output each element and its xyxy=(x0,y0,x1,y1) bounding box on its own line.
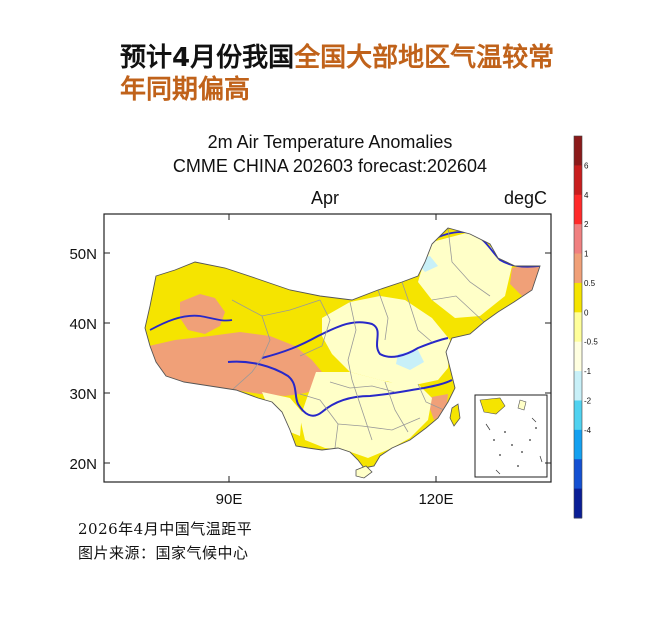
colorbar-frame xyxy=(573,135,583,519)
colorbar-segment xyxy=(574,165,582,196)
caption-line1: 2026年4月中国气温距平 xyxy=(78,520,253,538)
colorbar-tick-label: -2 xyxy=(584,396,592,405)
south-china-sea-inset xyxy=(474,394,548,478)
province-borders xyxy=(231,228,491,449)
colorbar-segment xyxy=(574,282,582,313)
headline-part1: 预计4月份我国 xyxy=(120,43,295,73)
colorbar-segment xyxy=(574,459,582,490)
colorbar-segment xyxy=(574,224,582,255)
yellow-river xyxy=(261,321,449,359)
taiwan-island xyxy=(449,403,461,427)
central-normal-area xyxy=(300,372,432,458)
map-frame xyxy=(103,213,552,483)
unit-label: degC xyxy=(504,188,548,208)
map-title-line2: CMME CHINA 202603 forecast:202604 xyxy=(172,156,488,176)
colorbar-tick-label: 6 xyxy=(584,161,589,170)
lat-label-0: 50N xyxy=(69,246,97,263)
lat-label-3: 20N xyxy=(69,456,97,473)
colorbar-tick-label: -1 xyxy=(584,367,592,376)
colorbar-tick-label: 2 xyxy=(584,220,589,229)
colorbar-tick-label: 1 xyxy=(584,250,589,259)
hainan-island xyxy=(355,465,373,479)
colorbar-segment xyxy=(574,194,582,225)
colorbar-segment xyxy=(574,253,582,284)
lat-label-2: 30N xyxy=(69,386,97,403)
axis-labels: 50N 40N 30N 20N 90E 120E xyxy=(69,246,453,508)
colorbar-segment xyxy=(574,371,582,401)
tarim-river xyxy=(149,314,233,331)
colorbar-tick-label: -4 xyxy=(584,426,592,435)
northeast-normal-area xyxy=(418,232,512,318)
yangtze-river xyxy=(227,360,453,417)
lon-label-0: 90E xyxy=(216,491,243,508)
colorbar-tick-label: 0.5 xyxy=(584,279,596,288)
lat-label-1: 40N xyxy=(69,316,97,333)
colorbar-segment xyxy=(574,429,582,460)
china-landmass xyxy=(144,227,541,479)
colorbar-segment xyxy=(574,341,582,372)
month-label: Apr xyxy=(311,188,340,208)
map-title-line1: 2m Air Temperature Anomalies xyxy=(207,132,453,152)
colorbar-tick-label: 0 xyxy=(584,308,589,317)
headline: 预计4月份我国全国大部地区气温较常 年同期偏高 xyxy=(120,42,600,106)
colorbar-segment xyxy=(574,488,582,519)
headline-part3: 年同期偏高 xyxy=(120,75,251,105)
tarim-warm-area xyxy=(180,294,225,334)
colorbar: 6 4 2 1 0.5 0 -0.5 -1 -2 -4 xyxy=(573,135,598,519)
headline-part2: 全国大部地区气温较常 xyxy=(294,43,555,73)
colorbar-tick-label: 4 xyxy=(584,191,589,200)
colorbar-segment xyxy=(574,136,582,166)
caption-line2: 图片来源：国家气候中心 xyxy=(78,544,249,562)
tibet-warm-area xyxy=(145,332,330,396)
lon-label-1: 120E xyxy=(418,491,453,508)
axis-ticks xyxy=(104,214,551,482)
colorbar-segment xyxy=(574,400,582,431)
colorbar-tick-label: -0.5 xyxy=(584,338,598,347)
colorbar-segment xyxy=(574,312,582,343)
